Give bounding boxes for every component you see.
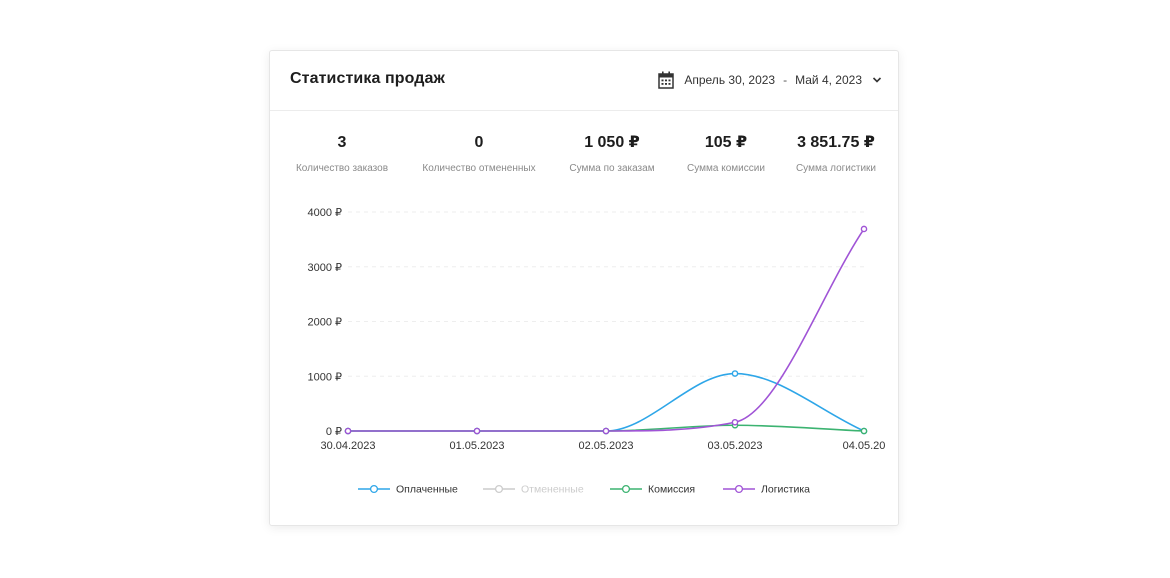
data-point-logistics[interactable]: [731, 418, 739, 426]
card-header: Статистика продаж Апрель 30, 2023 - Май …: [270, 51, 898, 111]
stat-logistics-sum: 3 851.75 ₽ Сумма логистики: [766, 133, 906, 174]
stat-label: Количество заказов: [295, 163, 389, 174]
date-range-picker[interactable]: Апрель 30, 2023 - Май 4, 2023: [658, 71, 882, 89]
legend-marker-icon: [369, 484, 379, 494]
stats-row: 3 Количество заказов 0 Количество отмене…: [270, 133, 898, 183]
stat-cancelled-count: 0 Количество отмененных: [409, 133, 549, 174]
legend-item-paid[interactable]: Оплаченные: [358, 484, 458, 496]
stat-label: Сумма логистики: [795, 163, 877, 174]
y-tick-label: 0 ₽: [326, 426, 342, 438]
data-point-logistics[interactable]: [344, 427, 352, 435]
stat-value: 1 050 ₽: [584, 134, 640, 151]
legend-label: Оплаченные: [396, 484, 458, 496]
sales-line-chart: 0 ₽ 1000 ₽ 2000 ₽ 3000 ₽ 4000 ₽ 30.04.2023 01.…: [307, 207, 886, 496]
y-tick-label: 2000 ₽: [307, 317, 342, 329]
chevron-down-icon: [872, 77, 882, 83]
legend-item-logistics[interactable]: Логистика: [723, 484, 810, 496]
data-point-paid[interactable]: [731, 370, 739, 377]
legend-item-cancelled[interactable]: Отмененные: [483, 484, 584, 496]
data-point-logistics[interactable]: [860, 225, 868, 233]
stat-commission-sum: 105 ₽ Сумма комиссии: [656, 133, 796, 174]
data-point-logistics[interactable]: [473, 427, 481, 435]
y-tick-label: 4000 ₽: [307, 207, 342, 219]
stat-orders-sum: 1 050 ₽ Сумма по заказам: [542, 133, 682, 174]
stat-value: 3: [337, 134, 347, 151]
x-tick-label: 01.05.2023: [449, 440, 504, 452]
stat-value: 0: [474, 134, 484, 151]
stat-value: 3 851.75 ₽: [797, 134, 875, 151]
x-tick-label: 30.04.2023: [320, 440, 375, 452]
data-point-logistics[interactable]: [602, 427, 610, 435]
sales-statistics-card: Статистика продаж Апрель 30, 2023 - Май …: [269, 50, 899, 526]
series-line-logistics: [347, 228, 865, 432]
stat-value: 105 ₽: [704, 134, 748, 151]
stat-label: Сумма комиссии: [687, 163, 765, 174]
stat-label: Количество отмененных: [422, 163, 536, 174]
date-separator: -: [783, 73, 788, 87]
legend-label: Логистика: [761, 484, 810, 496]
stat-label: Сумма по заказам: [569, 163, 655, 174]
data-point-commission[interactable]: [860, 427, 868, 435]
x-tick-label: 02.05.2023: [578, 440, 633, 452]
legend-marker-icon: [734, 484, 744, 494]
y-tick-label: 1000 ₽: [307, 371, 342, 383]
date-to: Май 4, 2023: [795, 73, 862, 87]
legend-label: Отмененные: [521, 484, 584, 496]
calendar-icon: [658, 71, 675, 89]
legend-marker-icon: [621, 484, 631, 494]
x-tick-label: 03.05.2023: [707, 440, 762, 452]
legend-marker-icon: [494, 484, 504, 494]
legend-item-commission[interactable]: Комиссия: [610, 484, 695, 496]
series-line-paid: [347, 372, 865, 432]
stat-orders-count: 3 Количество заказов: [272, 133, 412, 174]
legend-label: Комиссия: [648, 484, 695, 496]
y-tick-label: 3000 ₽: [307, 262, 342, 274]
card-title: Статистика продаж: [290, 70, 445, 87]
date-from: Апрель 30, 2023: [684, 73, 776, 87]
x-tick-label: 04.05.20: [843, 440, 886, 452]
